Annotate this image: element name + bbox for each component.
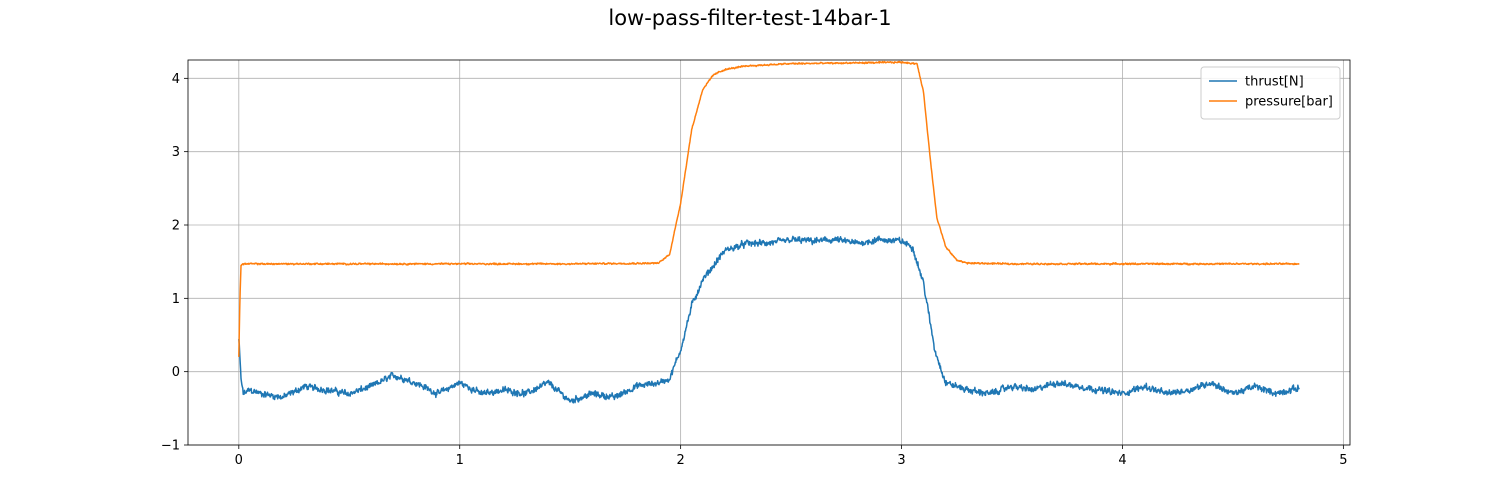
- y-tick-label: 0: [172, 365, 180, 380]
- x-tick-label: 5: [1339, 453, 1347, 468]
- y-tick-label: 3: [172, 145, 180, 160]
- series-line-1: [238, 60, 1300, 357]
- legend-label: thrust[N]: [1245, 75, 1304, 90]
- legend-box: [1200, 66, 1341, 120]
- y-tick-label: 1: [172, 292, 180, 307]
- chart-title: low-pass-filter-test-14bar-1: [608, 6, 892, 30]
- x-tick-label: 2: [676, 453, 684, 468]
- series-line-0: [238, 235, 1300, 404]
- y-tick-label: −1: [161, 439, 180, 454]
- x-tick-label: 4: [1118, 453, 1126, 468]
- y-tick-label: 4: [172, 72, 180, 87]
- legend-label: pressure[bar]: [1245, 95, 1333, 110]
- y-tick-label: 2: [172, 219, 180, 234]
- x-tick-label: 3: [897, 453, 905, 468]
- axes-frame: [187, 59, 1351, 446]
- x-tick-label: 0: [235, 453, 243, 468]
- x-tick-label: 1: [456, 453, 464, 468]
